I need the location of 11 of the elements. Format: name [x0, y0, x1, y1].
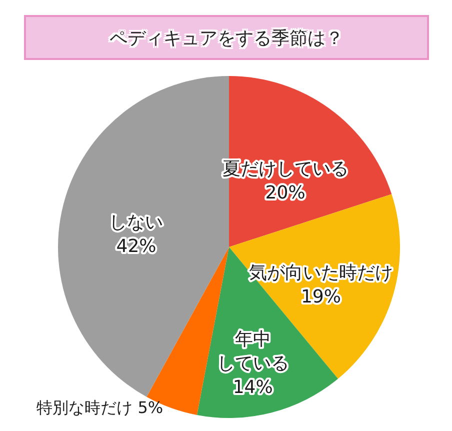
- data-label: 19%: [300, 286, 341, 308]
- slice-label: しない: [109, 212, 164, 234]
- slice-label: 夏だけしている: [222, 158, 348, 180]
- data-label: 42%: [116, 236, 156, 258]
- slice-label: 特別な時だけ 5%: [36, 398, 164, 417]
- title-banner: ペディキュアをする季節は？: [24, 15, 429, 60]
- data-label: 14%: [232, 376, 273, 398]
- data-label: 20%: [265, 182, 306, 204]
- slice-label: 年中している: [216, 328, 289, 374]
- chart-title: ペディキュアをする季節は？: [110, 26, 344, 50]
- slice-label: 気が向いた時だけ: [248, 262, 393, 284]
